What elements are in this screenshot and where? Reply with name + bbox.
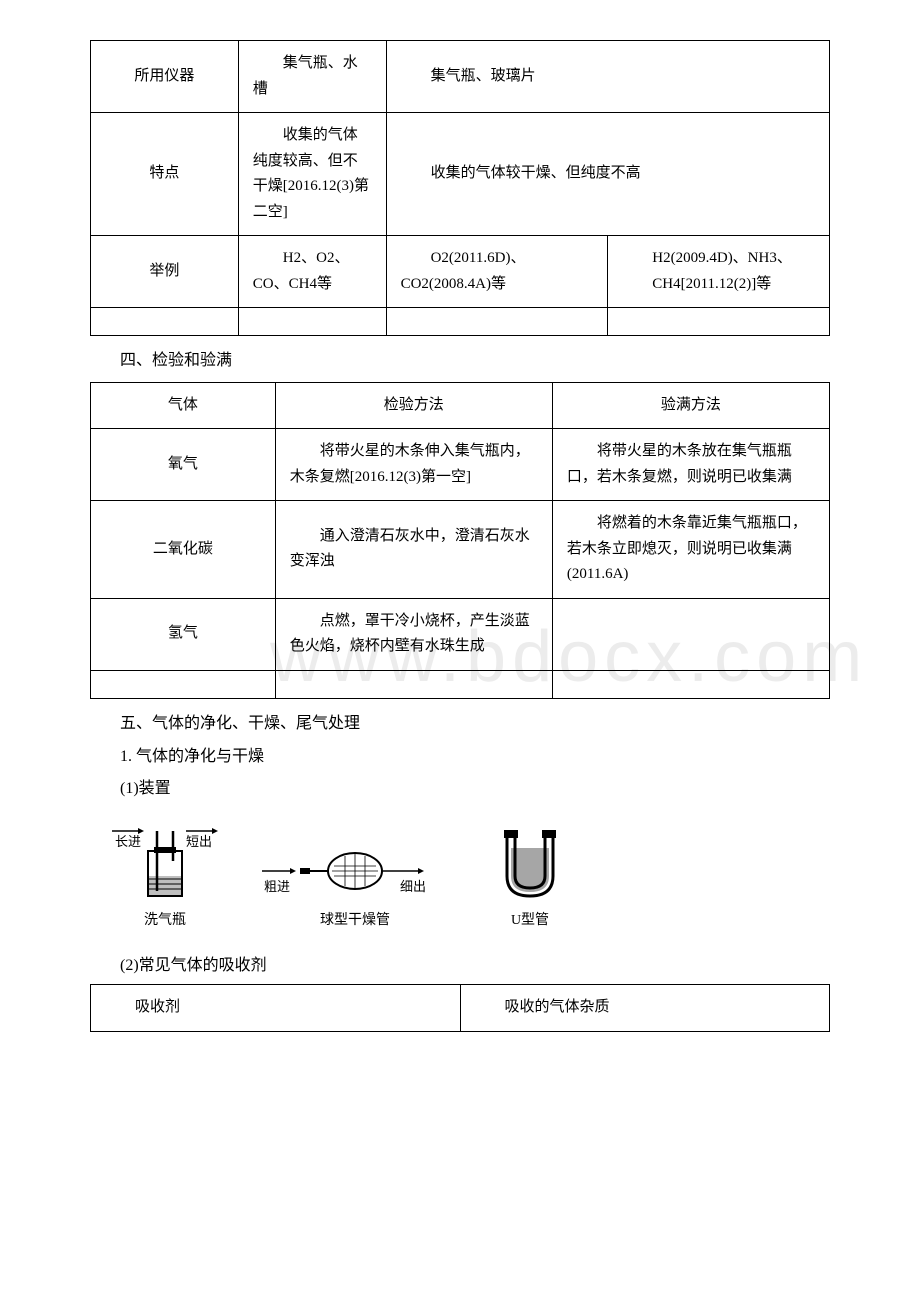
table-row: 吸收剂 吸收的气体杂质 <box>91 985 830 1032</box>
table-row: 举例 H2、O2、CO、CH4等 O2(2011.6D)、CO2(2008.4A… <box>91 236 830 308</box>
figure-caption: 球型干燥管 <box>320 910 390 932</box>
cell <box>552 598 829 670</box>
header-impurity: 吸收的气体杂质 <box>460 985 830 1032</box>
svg-text:长进: 长进 <box>115 834 141 849</box>
section-5-sub1-1: (1)装置 <box>120 776 830 802</box>
apparatus-figures: 长进 短出 洗气瓶 粗进 <box>110 821 830 932</box>
table-absorbent: 吸收剂 吸收的气体杂质 <box>90 984 830 1032</box>
table-row: 氢气 点燃，罩干冷小烧杯，产生淡蓝色火焰，烧杯内壁有水珠生成 <box>91 598 830 670</box>
cell-instrument-label: 所用仪器 <box>91 41 239 113</box>
figure-caption: 洗气瓶 <box>144 910 186 932</box>
table-row: 特点 收集的气体纯度较高、但不干燥[2016.12(3)第二空] 收集的气体较干… <box>91 113 830 236</box>
header-full: 验满方法 <box>552 382 829 429</box>
cell-example-label: 举例 <box>91 236 239 308</box>
wash-bottle-icon: 长进 短出 <box>110 821 220 906</box>
table-row: 所用仪器 集气瓶、水槽 集气瓶、玻璃片 <box>91 41 830 113</box>
table-row: 二氧化碳 通入澄清石灰水中，澄清石灰水变浑浊 将燃着的木条靠近集气瓶瓶口，若木条… <box>91 501 830 599</box>
table-row <box>91 308 830 336</box>
cell-co2: 二氧化碳 <box>91 501 276 599</box>
table-row: 气体 检验方法 验满方法 <box>91 382 830 429</box>
header-test: 检验方法 <box>275 382 552 429</box>
cell-h2: 氢气 <box>91 598 276 670</box>
table-collection-methods: 所用仪器 集气瓶、水槽 集气瓶、玻璃片 特点 收集的气体纯度较高、但不干燥[20… <box>90 40 830 336</box>
header-absorbent: 吸收剂 <box>91 985 461 1032</box>
table-verification: 气体 检验方法 验满方法 氧气 将带火星的木条伸入集气瓶内，木条复燃[2016.… <box>90 382 830 699</box>
cell: 集气瓶、玻璃片 <box>386 41 829 113</box>
cell: 将燃着的木条靠近集气瓶瓶口，若木条立即熄灭，则说明已收集满(2011.6A) <box>552 501 829 599</box>
figure-caption: U型管 <box>511 910 549 932</box>
cell-oxygen: 氧气 <box>91 429 276 501</box>
drying-tube-icon: 粗进 细出 <box>260 846 450 906</box>
cell-feature-label: 特点 <box>91 113 239 236</box>
figure-drying-tube: 粗进 细出 球型干燥管 <box>260 846 450 932</box>
table-row <box>91 670 830 698</box>
cell: 将带火星的木条放在集气瓶瓶口，若木条复燃，则说明已收集满 <box>552 429 829 501</box>
svg-text:短出: 短出 <box>186 834 212 849</box>
section-5-sub1-2: (2)常见气体的吸收剂 <box>120 953 830 979</box>
cell: H2(2009.4D)、NH3、 CH4[2011.12(2)]等 <box>608 236 830 308</box>
svg-text:细出: 细出 <box>400 879 426 894</box>
cell: 收集的气体纯度较高、但不干燥[2016.12(3)第二空] <box>238 113 386 236</box>
section-5-sub1: 1. 气体的净化与干燥 <box>120 744 830 770</box>
section-4-title: 四、检验和验满 <box>120 348 830 374</box>
u-tube-icon <box>490 826 570 906</box>
svg-text:粗进: 粗进 <box>264 879 290 894</box>
cell: O2(2011.6D)、CO2(2008.4A)等 <box>386 236 608 308</box>
cell: 收集的气体较干燥、但纯度不高 <box>386 113 829 236</box>
table-row: 氧气 将带火星的木条伸入集气瓶内，木条复燃[2016.12(3)第一空] 将带火… <box>91 429 830 501</box>
figure-wash-bottle: 长进 短出 洗气瓶 <box>110 821 220 932</box>
cell: 将带火星的木条伸入集气瓶内，木条复燃[2016.12(3)第一空] <box>275 429 552 501</box>
figure-u-tube: U型管 <box>490 826 570 932</box>
cell: 集气瓶、水槽 <box>238 41 386 113</box>
cell: 通入澄清石灰水中，澄清石灰水变浑浊 <box>275 501 552 599</box>
header-gas: 气体 <box>91 382 276 429</box>
cell: H2、O2、CO、CH4等 <box>238 236 386 308</box>
section-5-title: 五、气体的净化、干燥、尾气处理 <box>120 711 830 737</box>
cell: 点燃，罩干冷小烧杯，产生淡蓝色火焰，烧杯内壁有水珠生成 <box>275 598 552 670</box>
